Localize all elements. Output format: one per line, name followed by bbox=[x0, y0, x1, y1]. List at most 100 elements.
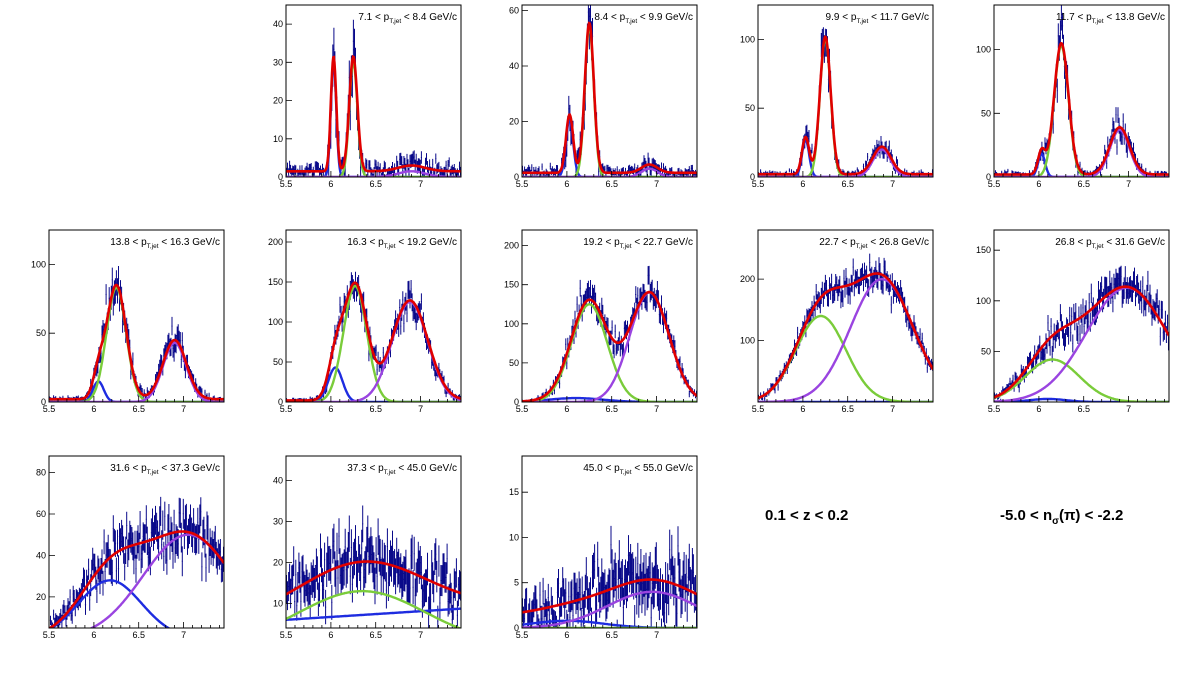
x-tick-label: 7 bbox=[418, 179, 423, 189]
total-fit-line bbox=[49, 283, 224, 401]
data-points bbox=[49, 266, 224, 402]
x-tick-label: 6.5 bbox=[369, 404, 382, 414]
panel-8: 5.5 6 6.5 7 100 200 22.7 < pT,jet < 26.8 GeV/c bbox=[740, 229, 934, 414]
x-tick-label: 6.5 bbox=[605, 630, 618, 640]
x-tick-label: 6 bbox=[91, 404, 96, 414]
axis-ticks bbox=[521, 10, 693, 178]
panel-frame bbox=[757, 4, 934, 178]
total-fit-line bbox=[286, 560, 461, 596]
data-points bbox=[522, 5, 697, 177]
pion-fit-line bbox=[286, 284, 461, 402]
total-fit-line bbox=[994, 41, 1169, 176]
y-tick-label: 50 bbox=[509, 358, 519, 368]
panel-7: 5.5 6 6.5 7 0 50 100 150 200 19.2 < pT,jet < 22.7… bbox=[504, 229, 698, 414]
y-tick-label: 100 bbox=[976, 45, 991, 55]
axis-ticks bbox=[757, 278, 929, 402]
pion-fit-line bbox=[758, 38, 933, 177]
electron-fit-line bbox=[286, 61, 461, 177]
axis-ticks bbox=[285, 241, 457, 403]
pion-fit-line bbox=[758, 314, 933, 402]
x-tick-label: 5.5 bbox=[280, 404, 293, 414]
pt-range-label: 7.1 < pT,jet < 8.4 GeV/c bbox=[358, 12, 457, 25]
pt-range-label: 37.3 < pT,jet < 45.0 GeV/c bbox=[347, 463, 457, 476]
x-tick-label: 6 bbox=[564, 630, 569, 640]
data-points bbox=[286, 505, 461, 628]
pt-range-label: 13.8 < pT,jet < 16.3 GeV/c bbox=[110, 237, 220, 250]
x-tick-label: 5.5 bbox=[516, 404, 529, 414]
y-tick-label: 100 bbox=[268, 317, 283, 327]
y-tick-label: 30 bbox=[273, 57, 283, 67]
panel-5: 5.5 6 6.5 7 0 50 100 13.8 < pT,jet < 16.3 GeV/c bbox=[31, 229, 225, 414]
x-tick-label: 6 bbox=[328, 404, 333, 414]
x-tick-label: 7 bbox=[418, 630, 423, 640]
x-tick-label: 6 bbox=[91, 630, 96, 640]
y-tick-label: 20 bbox=[509, 117, 519, 127]
panel-frame bbox=[993, 4, 1170, 178]
y-tick-label: 200 bbox=[740, 274, 755, 284]
y-tick-label: 60 bbox=[509, 6, 519, 16]
pion-fit-line bbox=[286, 589, 461, 628]
data-error-bars bbox=[522, 5, 697, 177]
panel-3: 5.5 6 6.5 7 0 50 100 9.9 < pT,jet < 11.7 GeV/c bbox=[740, 4, 934, 189]
data-error-bars bbox=[286, 271, 461, 402]
x-tick-label: 6.5 bbox=[841, 404, 854, 414]
y-tick-label: 40 bbox=[273, 476, 283, 486]
y-tick-label: 10 bbox=[509, 532, 519, 542]
x-tick-label: 6 bbox=[564, 404, 569, 414]
x-tick-label: 7 bbox=[654, 404, 659, 414]
y-tick-label: 100 bbox=[740, 336, 755, 346]
panel-4: 5.5 6 6.5 7 0 50 100 11.7 < pT,jet < 13.8 GeV/c bbox=[976, 4, 1170, 189]
y-tick-label: 200 bbox=[504, 241, 519, 251]
pion-fit-line bbox=[994, 44, 1169, 177]
x-tick-label: 6.5 bbox=[132, 630, 145, 640]
pt-range-label: 11.7 < pT,jet < 13.8 GeV/c bbox=[1056, 12, 1165, 25]
pt-range-label: 26.8 < pT,jet < 31.6 GeV/c bbox=[1055, 237, 1165, 250]
z-range-label: 0.1 < z < 0.2 bbox=[765, 507, 849, 524]
axis-ticks bbox=[993, 249, 1165, 402]
axis-ticks bbox=[757, 39, 929, 178]
pt-range-label: 16.3 < pT,jet < 19.2 GeV/c bbox=[347, 237, 457, 250]
electron-fit-line bbox=[286, 607, 461, 621]
y-tick-label: 20 bbox=[273, 557, 283, 567]
x-tick-label: 5.5 bbox=[752, 404, 765, 414]
axis-ticks bbox=[48, 264, 220, 403]
axis-ticks bbox=[993, 49, 1165, 178]
y-tick-label: 40 bbox=[36, 550, 46, 560]
pt-range-label: 19.2 < pT,jet < 22.7 GeV/c bbox=[583, 237, 693, 250]
kaon-fit-line bbox=[994, 128, 1169, 177]
x-tick-label: 7 bbox=[418, 404, 423, 414]
data-error-bars bbox=[758, 27, 933, 177]
x-tick-label: 6.5 bbox=[841, 179, 854, 189]
x-tick-label: 5.5 bbox=[280, 630, 293, 640]
axis-ticks bbox=[285, 480, 457, 628]
panel-frame bbox=[521, 455, 698, 629]
x-tick-label: 5.5 bbox=[43, 404, 56, 414]
axis-ticks bbox=[285, 23, 457, 178]
axis-ticks bbox=[521, 245, 693, 403]
data-points bbox=[286, 19, 461, 177]
panel-frame bbox=[48, 455, 225, 629]
panel-frame bbox=[757, 229, 934, 403]
total-fit-line bbox=[49, 530, 224, 628]
pt-range-label: 8.4 < pT,jet < 9.9 GeV/c bbox=[594, 12, 693, 25]
data-error-bars bbox=[758, 253, 933, 401]
x-tick-label: 7 bbox=[181, 404, 186, 414]
x-tick-label: 6.5 bbox=[1077, 404, 1090, 414]
panel-12: 5.5 6 6.5 7 0 5 10 15 45.0 < pT,jet < 55.0 GeV/c bbox=[509, 455, 698, 640]
y-tick-label: 10 bbox=[273, 598, 283, 608]
pt-range-label: 31.6 < pT,jet < 37.3 GeV/c bbox=[110, 463, 220, 476]
y-tick-label: 40 bbox=[509, 61, 519, 71]
total-fit-line bbox=[994, 285, 1169, 399]
x-tick-label: 7 bbox=[1126, 179, 1131, 189]
x-tick-label: 6.5 bbox=[605, 404, 618, 414]
pion-fit-line bbox=[522, 25, 697, 177]
x-tick-label: 6 bbox=[564, 179, 569, 189]
total-fit-line bbox=[758, 272, 933, 400]
y-tick-label: 0 bbox=[278, 172, 283, 182]
x-tick-label: 5.5 bbox=[752, 179, 765, 189]
y-tick-label: 5 bbox=[514, 578, 519, 588]
total-fit-line bbox=[286, 54, 461, 173]
panel-frame bbox=[48, 229, 225, 403]
y-tick-label: 50 bbox=[745, 103, 755, 113]
